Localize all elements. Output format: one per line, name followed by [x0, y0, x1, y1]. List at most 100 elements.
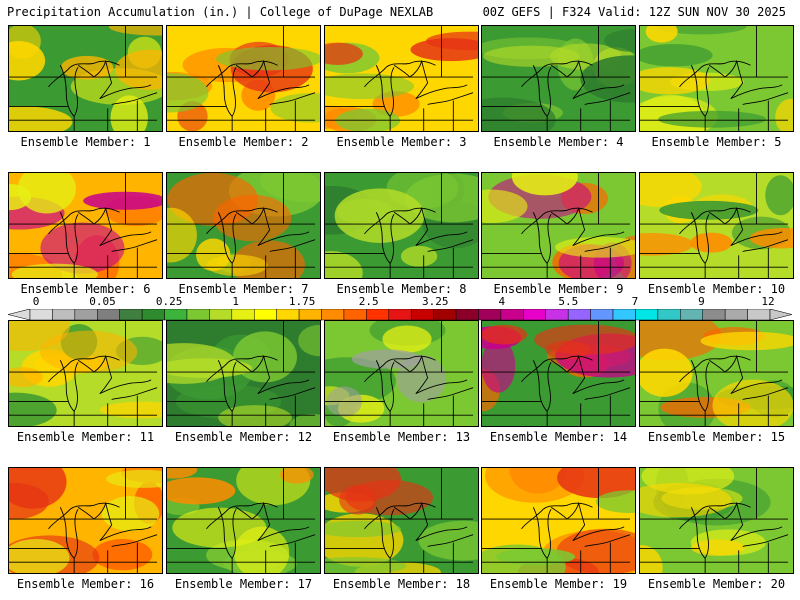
colorbar-swatch [545, 309, 569, 321]
colorbar-swatch [298, 309, 322, 321]
precip-blob [101, 496, 160, 532]
precip-blob [215, 47, 320, 71]
colorbar-swatch [276, 309, 300, 321]
colorbar-swatch [657, 309, 681, 321]
precip-blob [339, 484, 377, 515]
colorbar-tick-label: 9 [698, 295, 705, 308]
ensemble-member-label: Ensemble Member: 7 [178, 282, 309, 296]
precip-blob [749, 228, 793, 249]
colorbar-swatch [52, 309, 76, 321]
precip-blob [298, 324, 320, 357]
geographic-outlines [9, 173, 158, 278]
precip-blob [60, 55, 114, 80]
ensemble-member-label: Ensemble Member: 6 [20, 282, 151, 296]
colorbar-swatch [29, 309, 53, 321]
ensemble-map-10 [639, 172, 794, 279]
ensemble-map-4 [481, 25, 636, 132]
ensemble-map-13 [324, 320, 479, 427]
ensemble-map-19 [481, 467, 636, 574]
precip-blob [765, 175, 793, 216]
precip-blob [196, 238, 231, 271]
ensemble-map-16 [8, 467, 163, 574]
precip-blob [167, 468, 198, 479]
precip-blob [418, 520, 478, 561]
ensemble-member-label: Ensemble Member: 11 [16, 430, 155, 444]
precip-blob [115, 49, 162, 90]
ensemble-member-label: Ensemble Member: 20 [647, 577, 786, 591]
colorbar-swatch [702, 309, 726, 321]
precip-blob [279, 468, 314, 484]
precip-blob [640, 44, 713, 67]
precip-blob [9, 26, 41, 59]
ensemble-member-label: Ensemble Member: 1 [20, 135, 151, 149]
precip-blob [700, 331, 793, 351]
precip-blob [17, 173, 76, 214]
precip-blob [656, 26, 747, 35]
geographic-outlines [325, 173, 474, 278]
ensemble-member-label: Ensemble Member: 18 [332, 577, 471, 591]
ensemble-map-17 [166, 467, 321, 574]
ensemble-member-label: Ensemble Member: 10 [647, 282, 786, 296]
colorbar-min-arrow [8, 309, 31, 321]
precip-blob [690, 539, 745, 556]
geographic-outlines [640, 26, 789, 131]
ensemble-member-label: Ensemble Member: 8 [336, 282, 467, 296]
colorbar-swatch [747, 309, 771, 321]
precip-blob [595, 490, 635, 514]
ensemble-map-12 [166, 320, 321, 427]
colorbar-tick-label: 5.5 [558, 295, 579, 308]
colorbar-tick-label: 12 [761, 295, 775, 308]
colorbar-swatch [680, 309, 703, 321]
colorbar-tick-label: 2.5 [358, 295, 379, 308]
geographic-outlines [167, 321, 316, 426]
precip-blob [325, 42, 363, 65]
geographic-outlines [9, 321, 158, 426]
colorbar-swatch [410, 309, 434, 321]
colorbar-swatch [455, 309, 479, 321]
precip-blob [167, 477, 236, 505]
ensemble-map-7 [166, 172, 321, 279]
product-title: Precipitation Accumulation (in.) | Colle… [7, 5, 434, 19]
precip-blob [110, 95, 148, 131]
colorbar-swatch [119, 309, 143, 321]
colorbar-swatch [74, 309, 98, 321]
ensemble-member-label: Ensemble Member: 4 [493, 135, 624, 149]
precip-blob [482, 97, 556, 131]
precip-blob [167, 73, 209, 113]
colorbar-swatch [433, 309, 457, 321]
precip-blob [482, 189, 528, 224]
colorbar-swatch [724, 309, 748, 321]
colorbar-swatch [321, 309, 345, 321]
ensemble-member-label: Ensemble Member: 16 [16, 577, 155, 591]
ensemble-member-label: Ensemble Member: 14 [489, 430, 628, 444]
ensemble-map-15 [639, 320, 794, 427]
colorbar-swatch [635, 309, 659, 321]
ensemble-map-5 [639, 25, 794, 132]
ensemble-map-2 [166, 25, 321, 132]
precip-blob [9, 538, 70, 573]
precip-blob [482, 338, 516, 393]
precip-blob [410, 38, 478, 62]
ensemble-member-label: Ensemble Member: 5 [651, 135, 782, 149]
colorbar-legend: 0 0.05 0.25 1 1.75 2.5 3.25 4 5.5 7 9 12 [8, 296, 792, 322]
precip-blob [640, 482, 732, 518]
colorbar-swatch [523, 309, 547, 321]
precip-blob [99, 401, 162, 419]
precip-blob [9, 482, 49, 520]
colorbar-tick-label: 3.25 [422, 295, 449, 308]
colorbar-swatch [253, 309, 277, 321]
precip-blob [482, 324, 528, 345]
precip-blob [325, 557, 407, 573]
geographic-outlines [325, 468, 474, 573]
precip-blob [645, 26, 678, 43]
ensemble-member-label: Ensemble Member: 3 [336, 135, 467, 149]
precip-blob [40, 222, 125, 274]
precip-blob [604, 29, 635, 52]
precip-blob [640, 232, 694, 256]
ensemble-map-6 [8, 172, 163, 279]
colorbar-swatch [164, 309, 188, 321]
precip-blob [400, 245, 438, 267]
precip-blob [483, 45, 580, 67]
precip-blob [325, 73, 415, 100]
precip-blob [167, 358, 253, 378]
